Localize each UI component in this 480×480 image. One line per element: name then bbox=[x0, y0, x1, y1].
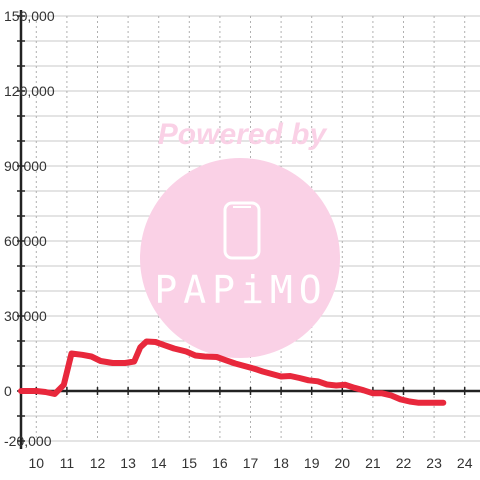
x-tick-label: 22 bbox=[396, 455, 412, 471]
x-tick-label: 11 bbox=[60, 455, 75, 471]
x-tick-label: 13 bbox=[120, 455, 136, 471]
watermark-powered-text: Powered by bbox=[158, 118, 328, 151]
y-tick-label: 30,000 bbox=[4, 308, 47, 324]
grid bbox=[21, 15, 480, 442]
x-tick-label: 19 bbox=[304, 455, 320, 471]
series bbox=[18, 338, 447, 406]
x-tick-label: 23 bbox=[426, 455, 442, 471]
x-tick-label: 14 bbox=[151, 455, 167, 471]
y-tick-label: 150,000 bbox=[4, 8, 55, 24]
y-tick-label: 0 bbox=[4, 383, 12, 399]
x-tick-label: 18 bbox=[273, 455, 289, 471]
x-tick-label: 21 bbox=[365, 455, 381, 471]
x-tick-label: 24 bbox=[457, 455, 473, 471]
phone-icon bbox=[223, 201, 261, 260]
y-tick-label: 60,000 bbox=[4, 233, 47, 249]
series-line bbox=[18, 338, 447, 406]
x-tick-label: 20 bbox=[335, 455, 351, 471]
x-tick-label: 15 bbox=[182, 455, 198, 471]
y-tick-label: 90,000 bbox=[4, 158, 47, 174]
y-tick-label: 120,000 bbox=[4, 83, 55, 99]
x-tick-label: 16 bbox=[212, 455, 228, 471]
watermark-brand-text: PAPiMO bbox=[154, 268, 327, 312]
tick-labels: 150,000 120,000 90,000 60,000 30,000 0 -20,000… bbox=[4, 8, 473, 471]
y-tick-label: -20,000 bbox=[4, 433, 52, 449]
x-tick-label: 12 bbox=[90, 455, 106, 471]
x-tick-label: 17 bbox=[243, 455, 259, 471]
watermark: Powered by PAPiMO bbox=[140, 118, 340, 358]
x-tick-label: 10 bbox=[29, 455, 45, 471]
